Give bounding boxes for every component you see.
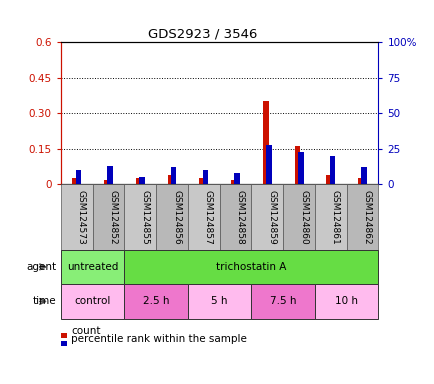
Bar (167, 175, 173, 184)
Bar (326, 175, 331, 184)
Text: percentile rank within the sample: percentile rank within the sample (71, 334, 246, 344)
Text: GSM124857: GSM124857 (203, 190, 212, 244)
Text: GSM124858: GSM124858 (235, 190, 244, 244)
Bar (202, 170, 208, 184)
Text: untreated: untreated (67, 262, 118, 272)
Text: time: time (33, 296, 56, 306)
Text: trichostatin A: trichostatin A (216, 262, 286, 272)
Bar (76, 170, 81, 184)
Text: GSM124859: GSM124859 (267, 190, 276, 244)
Bar (329, 156, 335, 184)
Bar (72, 178, 78, 184)
Text: 7.5 h: 7.5 h (270, 296, 296, 306)
Text: GSM124856: GSM124856 (171, 190, 181, 244)
Bar (266, 144, 271, 184)
Bar (107, 166, 113, 184)
Text: GSM124852: GSM124852 (108, 190, 117, 244)
Text: GSM124860: GSM124860 (299, 190, 307, 244)
Text: control: control (74, 296, 111, 306)
Bar (230, 180, 236, 184)
Bar (104, 180, 109, 184)
Bar (171, 167, 176, 184)
Text: GDS2923 / 3546: GDS2923 / 3546 (147, 27, 256, 40)
Text: GSM124861: GSM124861 (330, 190, 339, 244)
Bar (135, 179, 141, 184)
Bar (262, 101, 268, 184)
Bar (297, 152, 303, 184)
Text: GSM124573: GSM124573 (77, 190, 85, 244)
Bar (294, 146, 299, 184)
Text: GSM124862: GSM124862 (362, 190, 371, 244)
Bar (199, 178, 204, 184)
Text: 10 h: 10 h (335, 296, 357, 306)
Text: GSM124855: GSM124855 (140, 190, 149, 244)
Bar (361, 167, 366, 184)
Bar (234, 173, 240, 184)
Text: agent: agent (26, 262, 56, 272)
Text: count: count (71, 326, 100, 336)
Text: 2.5 h: 2.5 h (143, 296, 169, 306)
Bar (357, 179, 363, 184)
Bar (139, 177, 145, 184)
Text: 5 h: 5 h (211, 296, 227, 306)
